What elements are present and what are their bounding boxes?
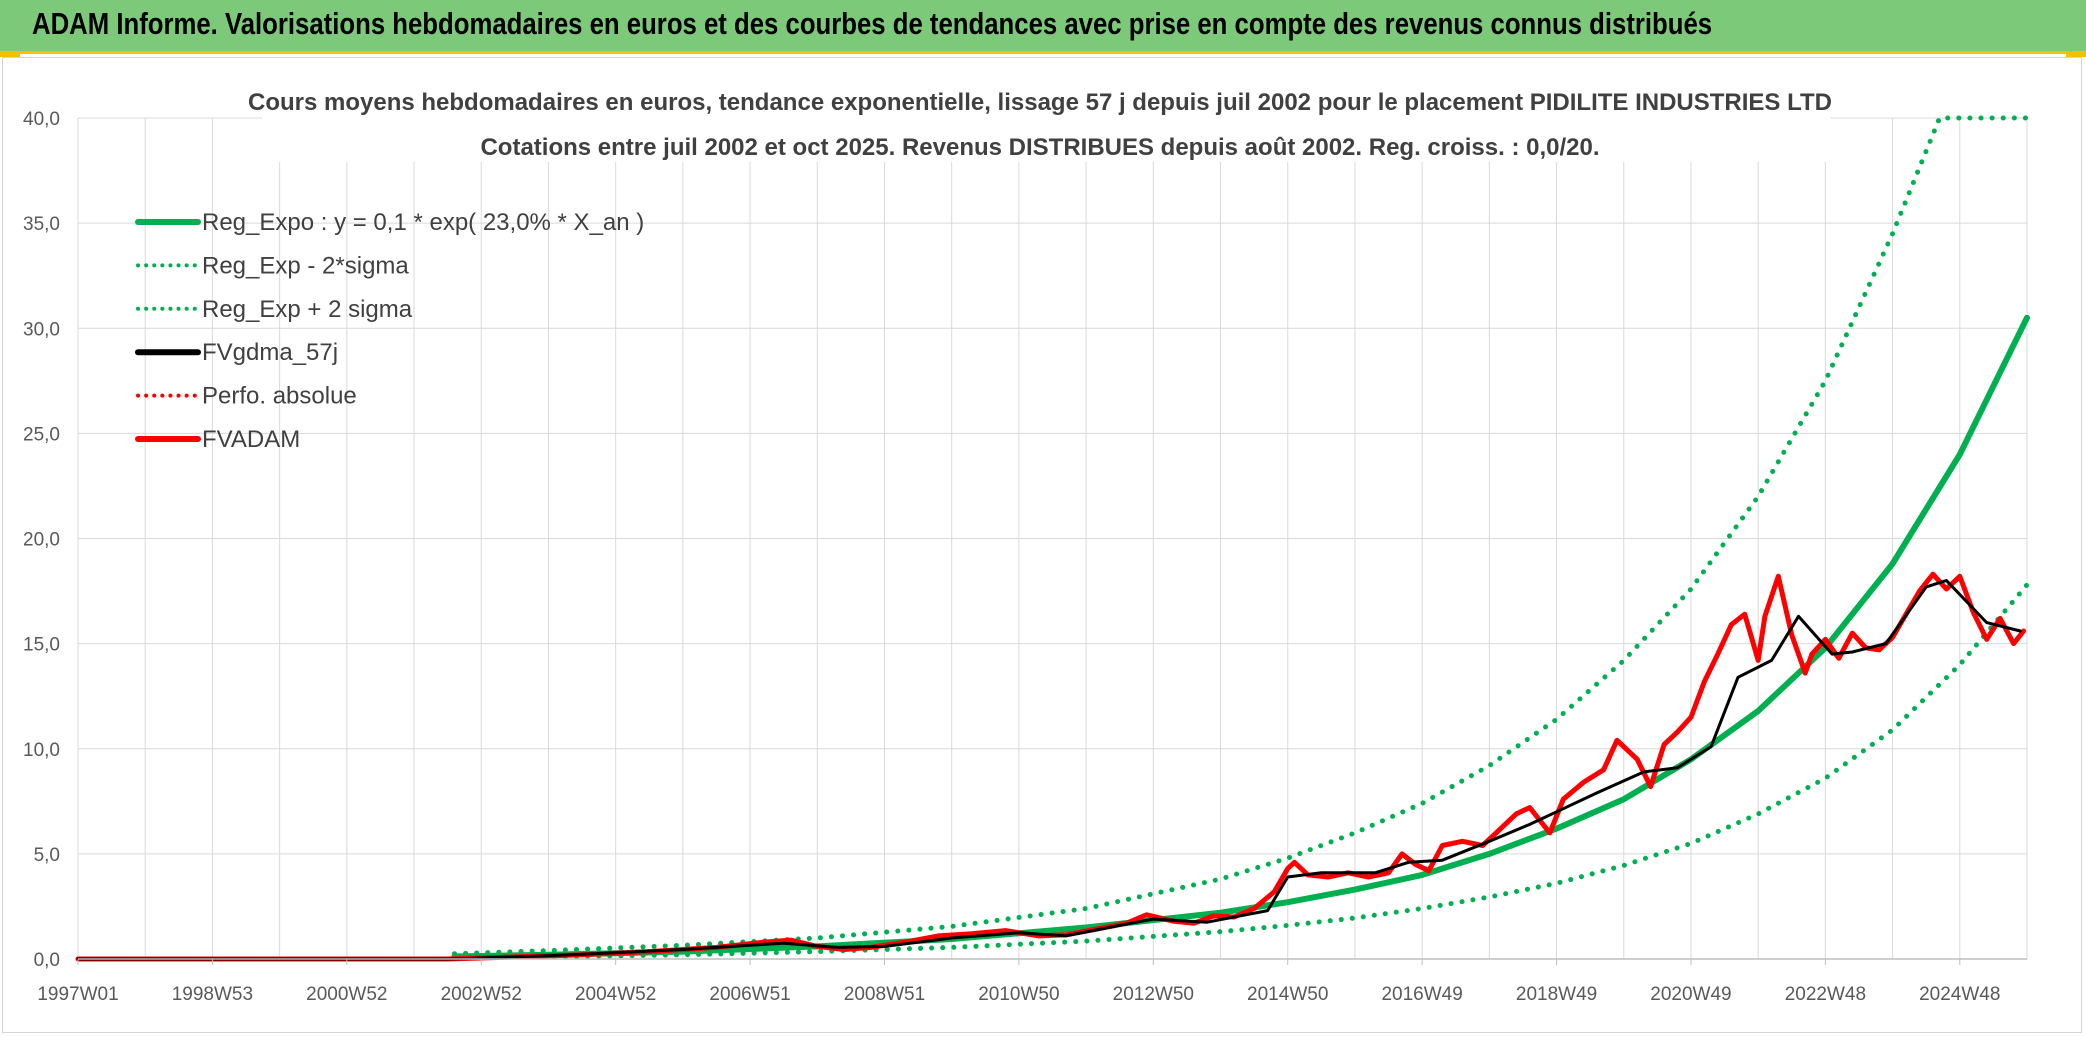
x-tick-label: 2016W49 bbox=[1381, 984, 1462, 1005]
report-banner: ADAM Informe. Valorisations hebdomadaire… bbox=[0, 0, 2086, 54]
report-title: ADAM Informe. Valorisations hebdomadaire… bbox=[32, 6, 1713, 41]
x-tick-label: 2012W50 bbox=[1113, 984, 1194, 1005]
legend-entry: Perfo. absolue bbox=[202, 383, 357, 410]
chart-legend: Reg_Expo : y = 0,1 * exp( 23,0% * X_an )… bbox=[135, 209, 644, 453]
y-tick-label: 30,0 bbox=[23, 319, 60, 340]
x-tick-label: 2022W48 bbox=[1785, 984, 1866, 1005]
x-tick-label: 2008W51 bbox=[844, 984, 925, 1005]
legend-entry: FVADAM bbox=[202, 426, 300, 453]
x-tick-label: 2014W50 bbox=[1247, 984, 1328, 1005]
series-line-2 bbox=[451, 582, 2030, 960]
grid-layer bbox=[77, 117, 2028, 960]
series-line-3 bbox=[451, 115, 2030, 957]
x-tick-label: 2018W49 bbox=[1516, 984, 1597, 1005]
chart-subtitle: Cotations entre juil 2002 et oct 2025. R… bbox=[480, 134, 1599, 161]
series-layer bbox=[75, 115, 2030, 962]
x-tick-label: 2024W48 bbox=[1919, 984, 2000, 1005]
x-tick-label: 2004W52 bbox=[575, 984, 656, 1005]
title-background bbox=[262, 86, 1830, 162]
series-line-4 bbox=[76, 579, 2022, 961]
x-tick-label: 1997W01 bbox=[37, 984, 118, 1005]
y-tick-label: 40,0 bbox=[23, 109, 60, 130]
series-line-5 bbox=[75, 571, 2027, 962]
x-tick-label: 2010W50 bbox=[978, 984, 1059, 1005]
x-tick-label: 2006W51 bbox=[709, 984, 790, 1005]
x-tick-label: 1998W53 bbox=[172, 984, 253, 1005]
y-tick-label: 0,0 bbox=[34, 950, 60, 971]
y-tick-label: 25,0 bbox=[23, 424, 60, 445]
legend-entry: Reg_Exp + 2 sigma bbox=[202, 296, 413, 323]
banner-corner-right bbox=[2066, 51, 2086, 57]
x-tick-label: 2020W49 bbox=[1650, 984, 1731, 1005]
y-tick-label: 35,0 bbox=[23, 214, 60, 235]
y-axis: 0,0 5,0 10,0 15,0 20,0 25,0 30,0 35,0 40,0 bbox=[23, 109, 60, 971]
legend-entry: Reg_Expo : y = 0,1 * exp( 23,0% * X_an ) bbox=[202, 209, 644, 236]
y-tick-label: 10,0 bbox=[23, 740, 60, 761]
x-tick-label: 2000W52 bbox=[306, 984, 387, 1005]
chart-frame bbox=[2, 57, 2082, 1033]
chart-title: Cours moyens hebdomadaires en euros, ten… bbox=[248, 89, 1832, 116]
y-tick-label: 15,0 bbox=[23, 635, 60, 656]
legend-entry: FVgdma_57j bbox=[202, 339, 338, 366]
y-tick-label: 20,0 bbox=[23, 530, 60, 551]
x-axis: 1997W01 1998W53 2000W52 2002W52 2004W52 2006W… bbox=[37, 958, 2027, 1005]
legend-entry: Reg_Exp - 2*sigma bbox=[202, 252, 409, 279]
banner-corner-left bbox=[0, 51, 20, 57]
x-tick-label: 2002W52 bbox=[441, 984, 522, 1005]
y-tick-label: 5,0 bbox=[34, 845, 60, 866]
